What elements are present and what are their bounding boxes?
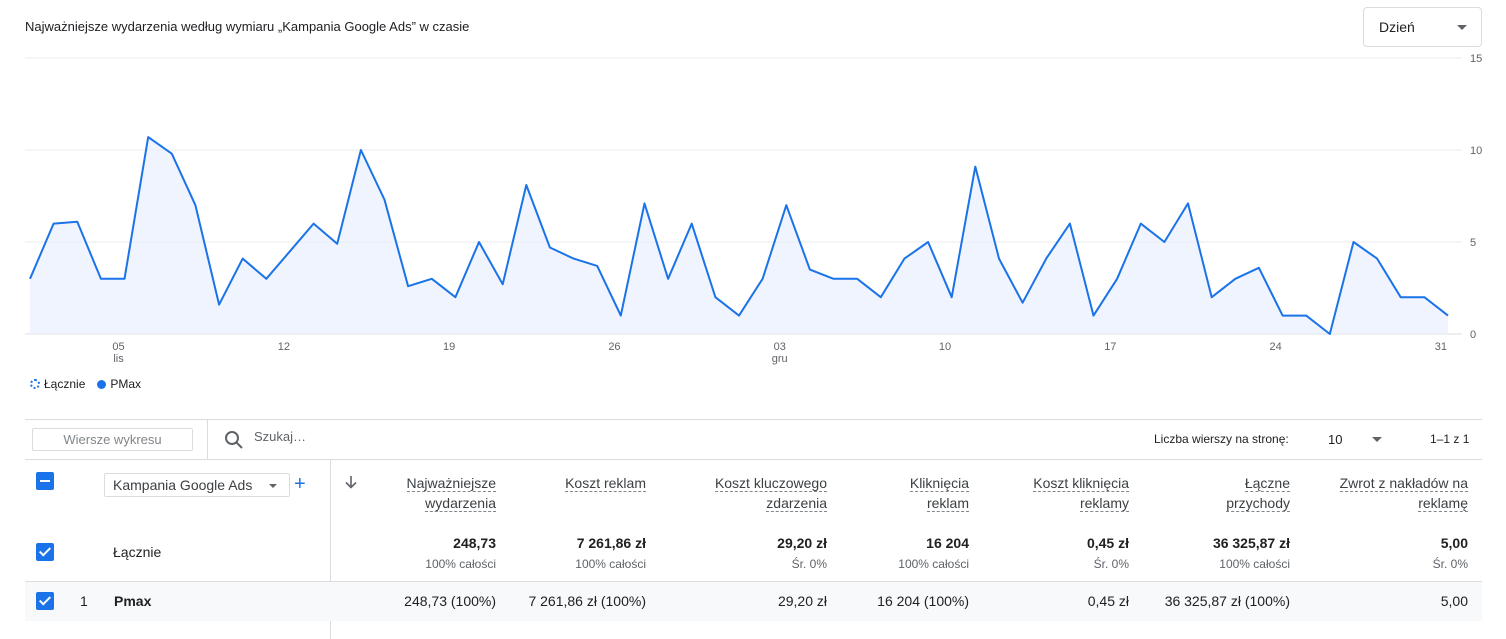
- total-sub-cost-per-key-event: Śr. 0%: [791, 557, 827, 571]
- pmax-dot-icon: [97, 379, 107, 389]
- column-header-line1: Koszt kliknięcia: [1033, 475, 1129, 492]
- y-tick-label: 0: [1470, 329, 1476, 341]
- chart-rows-button[interactable]: Wiersze wykresu: [32, 428, 193, 451]
- x-tick-label: 05: [112, 341, 124, 353]
- row-index: 1: [80, 593, 88, 609]
- column-header-line1: Koszt kluczowego: [714, 475, 827, 492]
- total-value-key-events: 248,73: [453, 535, 496, 551]
- column-header-line2: zdarzenia: [766, 495, 827, 512]
- pmax-area: [30, 137, 1448, 334]
- rows-per-page-select[interactable]: 10: [1320, 425, 1390, 453]
- column-header-cost-per-click[interactable]: Koszt kliknięcia reklamy: [1033, 473, 1129, 513]
- total-value-cost-per-click: 0,45 zł: [1086, 535, 1129, 551]
- column-header-line1: Kliknięcia: [909, 475, 969, 492]
- caret-down-icon: [269, 484, 277, 488]
- column-header-line1: Najważniejsze: [406, 475, 496, 492]
- chart-title: Najważniejsze wydarzenia według wymiaru …: [25, 19, 470, 34]
- x-tick-label: 17: [1104, 341, 1116, 353]
- y-tick-label: 10: [1470, 145, 1482, 157]
- row-value-roas: 5,00: [1440, 593, 1468, 609]
- table-row[interactable]: [25, 581, 1482, 621]
- x-tick-label: 26: [608, 341, 620, 353]
- select-all-checkbox[interactable]: [36, 472, 54, 490]
- x-tick-label: 19: [443, 341, 455, 353]
- legend-total-label: Łącznie: [44, 377, 86, 391]
- total-sub-cost-per-click: Śr. 0%: [1093, 557, 1129, 571]
- add-dimension-plus-icon[interactable]: +: [294, 473, 306, 495]
- column-header-ad-clicks[interactable]: Kliknięcia reklam: [909, 473, 969, 513]
- column-header-cost-per-key-event[interactable]: Koszt kluczowego zdarzenia: [714, 473, 827, 513]
- column-header-total-revenue[interactable]: Łączne przychody: [1226, 473, 1290, 513]
- column-header-line1: Łączne: [1244, 475, 1290, 492]
- table-header-divider: [25, 459, 1482, 460]
- dimension-column-divider: [330, 460, 331, 639]
- pmax-line: [29, 136, 1449, 335]
- sort-descending-arrow-icon[interactable]: [343, 474, 359, 490]
- row-value-cost-per-key-event: 29,20 zł: [777, 593, 827, 609]
- column-header-line1: Koszt reklam: [565, 475, 646, 492]
- search-icon: [225, 431, 243, 449]
- x-tick-label: 03: [774, 341, 786, 353]
- rows-per-page-label: Liczba wierszy na stronę:: [1154, 432, 1289, 446]
- legend-pmax-label: PMax: [110, 377, 142, 391]
- caret-down-icon: [1372, 437, 1382, 442]
- column-header-ad-cost[interactable]: Koszt reklam: [565, 473, 646, 493]
- row-campaign-name[interactable]: Pmax: [114, 593, 152, 609]
- period-select-value: Dzień: [1379, 19, 1415, 35]
- row-value-ad-cost: 7 261,86 zł (100%): [528, 593, 646, 609]
- x-tick-label: 31: [1435, 341, 1447, 353]
- total-value-ad-cost: 7 261,86 zł: [576, 535, 646, 551]
- total-dotted-circle-icon: [30, 379, 40, 389]
- caret-down-icon: [1457, 25, 1467, 30]
- column-header-line1: Zwrot z nakładów na: [1339, 475, 1468, 492]
- column-header-line2: reklam: [926, 495, 969, 512]
- table-top-divider: [25, 419, 1482, 420]
- totals-checkbox[interactable]: [36, 543, 54, 561]
- y-axis-ticks: 15 10 5 0: [1470, 53, 1482, 341]
- column-header-line2: wydarzenia: [425, 495, 496, 512]
- x-tick-label: 10: [939, 341, 951, 353]
- y-tick-label: 5: [1470, 237, 1476, 249]
- chart-legend: Łącznie PMax: [30, 377, 153, 391]
- dimension-select[interactable]: Kampania Google Ads: [104, 473, 290, 497]
- total-value-roas: 5,00: [1440, 535, 1468, 551]
- total-value-total-revenue: 36 325,87 zł: [1212, 535, 1290, 551]
- x-tick-month-label: gru: [772, 353, 788, 365]
- period-select[interactable]: Dzień: [1363, 7, 1482, 47]
- total-sub-total-revenue: 100% całości: [1219, 557, 1290, 571]
- total-sub-roas: Śr. 0%: [1432, 557, 1468, 571]
- totals-label: Łącznie: [113, 544, 162, 560]
- x-tick-label: 12: [278, 341, 290, 353]
- x-tick-month-label: lis: [113, 353, 124, 365]
- x-tick-label: 24: [1269, 341, 1281, 353]
- column-header-line2: reklamę: [1418, 495, 1468, 512]
- toolbar-divider: [207, 420, 208, 459]
- row-value-ad-clicks: 16 204 (100%): [877, 593, 969, 609]
- y-tick-label: 15: [1470, 53, 1482, 65]
- column-header-roas[interactable]: Zwrot z nakładów na reklamę: [1339, 473, 1468, 513]
- row-value-key-events: 248,73 (100%): [404, 593, 496, 609]
- search-input[interactable]: [254, 429, 554, 444]
- total-value-ad-clicks: 16 204: [926, 535, 969, 551]
- rows-per-page-value: 10: [1328, 431, 1343, 447]
- row-value-cost-per-click: 0,45 zł: [1087, 593, 1129, 609]
- pagination-range: 1–1 z 1: [1430, 432, 1470, 446]
- total-value-cost-per-key-event: 29,20 zł: [777, 535, 827, 551]
- legend-item-total[interactable]: Łącznie: [30, 377, 85, 391]
- total-sub-key-events: 100% całości: [425, 557, 496, 571]
- column-header-key-events[interactable]: Najważniejsze wydarzenia: [406, 473, 496, 513]
- column-header-line2: reklamy: [1079, 495, 1129, 512]
- column-header-line2: przychody: [1226, 495, 1290, 512]
- total-sub-ad-cost: 100% całości: [575, 557, 646, 571]
- total-sub-ad-clicks: 100% całości: [898, 557, 969, 571]
- row-checkbox[interactable]: [36, 592, 54, 610]
- legend-item-pmax[interactable]: PMax: [97, 377, 141, 391]
- row-value-total-revenue: 36 325,87 zł (100%): [1164, 593, 1290, 609]
- dimension-select-value: Kampania Google Ads: [113, 477, 253, 493]
